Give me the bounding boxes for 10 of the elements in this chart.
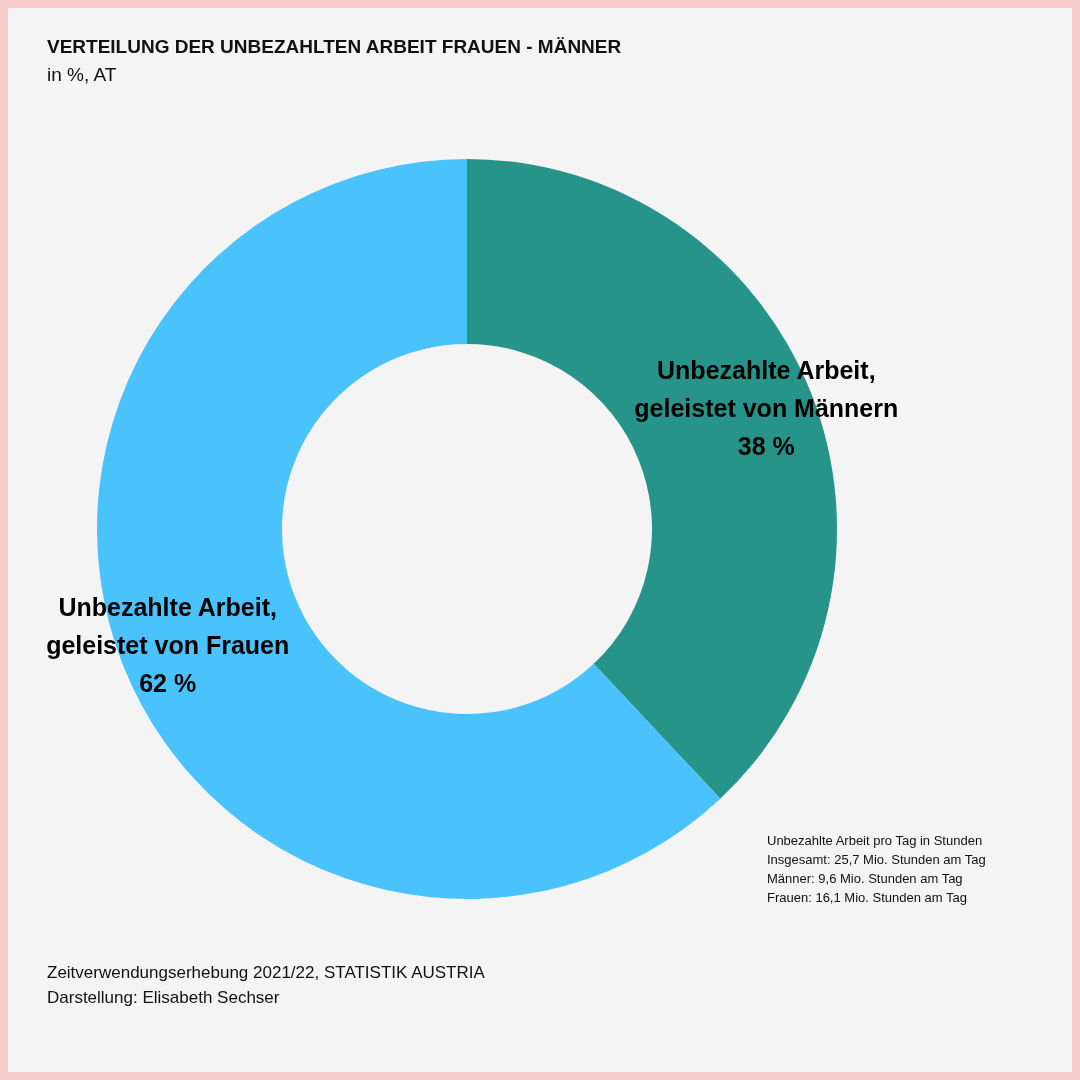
text: Darstellung: Elisabeth Sechser [47, 987, 281, 1009]
text: Zeitverwendungserhebung 2021/22, STATISTIK AUSTRIA [47, 962, 485, 984]
text: Männer: 9,6 Mio. Stunden am Tag [767, 870, 964, 888]
data-label: 62 % [139, 669, 197, 698]
text: Frauen: 16,1 Mio. Stunden am Tag [767, 889, 968, 907]
text: Unbezahlte Arbeit pro Tag in Stunden [767, 832, 984, 850]
chart-title: VERTEILUNG DER UNBEZAHLTEN ARBEIT FRAUEN - MÄNNER [47, 36, 622, 58]
chart-subtitle: in %, AT [47, 64, 117, 86]
text: Insgesamt: 25,7 Mio. Stunden am Tag [767, 851, 986, 869]
data-label: 38 % [737, 432, 795, 461]
